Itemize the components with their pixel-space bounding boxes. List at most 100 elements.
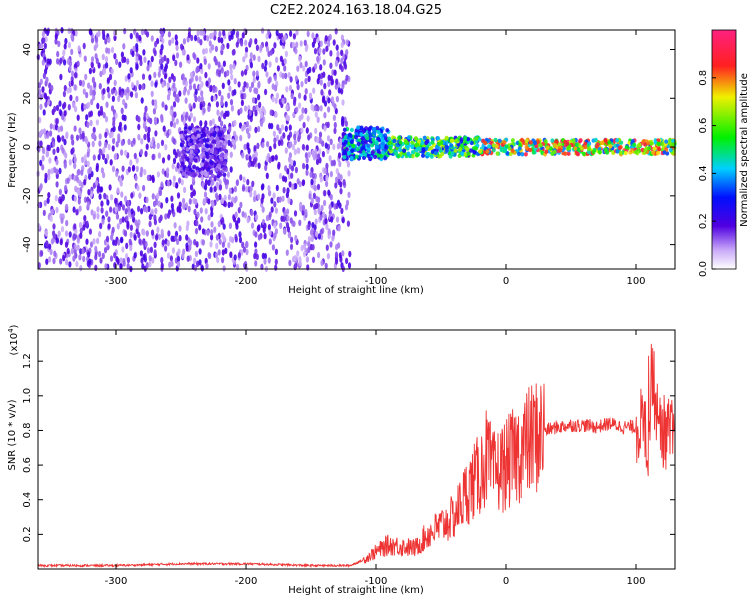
heatmap-cell (186, 54, 190, 61)
heatmap-cell (41, 164, 45, 171)
heatmap-cell (150, 90, 154, 98)
heatmap-cell (323, 190, 327, 197)
heatmap-cell (174, 234, 178, 242)
heatmap-cell (166, 57, 170, 65)
heatmap-cell (192, 102, 196, 109)
heatmap-cell (328, 89, 332, 96)
heatmap-cell (128, 238, 132, 245)
heatmap-cell (96, 213, 100, 220)
heatmap-cell (333, 121, 337, 129)
heatmap-cell (273, 222, 277, 229)
heatmap-cell (218, 30, 222, 38)
heatmap-cell (259, 120, 264, 127)
heatmap-cell (311, 32, 315, 39)
heatmap-cell (287, 72, 291, 79)
heatmap-cell (50, 238, 55, 245)
heatmap-cell (227, 92, 231, 99)
heatmap-cell (180, 155, 185, 160)
heatmap-cell (106, 153, 110, 161)
heatmap-cell (244, 46, 249, 53)
heatmap-cell (220, 120, 224, 127)
heatmap-cell (292, 33, 296, 40)
heatmap-cell (131, 165, 135, 172)
heatmap-cell (335, 216, 340, 223)
heatmap-cell (316, 36, 320, 44)
heatmap-cell (106, 199, 110, 206)
heatmap-cell (121, 246, 125, 253)
heatmap-cell (95, 41, 99, 49)
heatmap-cell (129, 231, 133, 239)
heatmap-cell (317, 233, 321, 240)
heatmap-cell (583, 144, 588, 150)
heatmap-cell (335, 78, 339, 85)
heatmap-cell (342, 155, 347, 160)
heatmap-cell (146, 65, 150, 72)
heatmap-cell (124, 102, 128, 109)
heatmap-cell (61, 147, 65, 154)
heatmap-cell (180, 179, 184, 186)
heatmap-cell (504, 144, 509, 149)
heatmap-cell (39, 159, 43, 167)
heatmap-cell (180, 161, 185, 166)
heatmap-cell (199, 120, 203, 127)
heatmap-cell (273, 42, 277, 49)
heatmap-cell (298, 219, 302, 226)
heatmap-cell (376, 129, 381, 135)
heatmap-cell (298, 259, 302, 267)
heatmap-cell (275, 92, 279, 100)
heatmap-cell (304, 60, 308, 68)
heatmap-cell (134, 174, 138, 182)
heatmap-cell (253, 190, 257, 197)
heatmap-cell (98, 193, 102, 200)
heatmap-cell (385, 128, 390, 133)
heatmap-cell (167, 31, 171, 38)
heatmap-cell (43, 42, 48, 50)
heatmap-cell (142, 49, 146, 56)
heatmap-cell (153, 241, 157, 248)
heatmap-cell (313, 104, 318, 112)
heatmap-cell (286, 187, 290, 194)
heatmap-cell (259, 44, 263, 51)
heatmap-cell (199, 103, 203, 111)
heatmap-cell (356, 125, 361, 130)
heatmap-cell (116, 223, 120, 230)
heatmap-cell (138, 84, 142, 91)
heatmap-cell (313, 37, 317, 44)
heatmap-cell (319, 40, 323, 47)
heatmap-cell (222, 29, 226, 37)
heatmap-cell (81, 247, 85, 255)
heatmap-cell (138, 238, 142, 245)
heatmap-cell (119, 263, 123, 270)
heatmap-cell (209, 159, 214, 165)
heatmap-cell (151, 193, 155, 200)
heatmap-cell (113, 79, 117, 87)
heatmap-cell (325, 162, 329, 170)
heatmap-cell (78, 127, 82, 134)
heatmap-cell (332, 143, 336, 151)
heatmap-cell (107, 92, 111, 99)
heatmap-cell (624, 145, 629, 150)
heatmap-cell (170, 235, 174, 242)
heatmap-cell (293, 148, 297, 156)
heatmap-cell (273, 142, 277, 150)
heatmap-cell (81, 79, 85, 87)
heatmap-cell (126, 262, 130, 270)
heatmap-cell (459, 137, 464, 142)
heatmap-cell (257, 55, 261, 63)
heatmap-cell (174, 152, 178, 159)
heatmap-cell (238, 231, 242, 238)
heatmap-cell (330, 96, 335, 103)
heatmap-cell (191, 134, 195, 140)
heatmap-cell (210, 210, 214, 218)
heatmap-cell (86, 201, 90, 208)
heatmap-cell (340, 88, 344, 95)
heatmap-cell (197, 95, 201, 103)
heatmap-cell (113, 53, 117, 60)
heatmap-cell (656, 141, 661, 146)
heatmap-cell (233, 186, 237, 193)
heatmap-cell (307, 134, 311, 141)
heatmap-cell (76, 244, 80, 251)
heatmap-cell (286, 208, 290, 215)
heatmap-cell (99, 186, 103, 193)
heatmap-cell (67, 41, 71, 49)
